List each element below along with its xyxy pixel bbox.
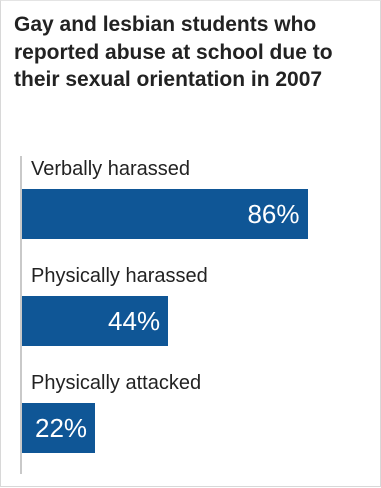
category-label: Physically harassed [31,265,208,287]
chart-title: Gay and lesbian students who reported ab… [14,13,333,91]
category-label: Verbally harassed [31,158,190,180]
bar: 86% [22,189,308,239]
bar: 44% [22,296,169,346]
bar: 22% [22,403,96,453]
category-label: Physically attacked [31,372,202,394]
category-axis-line [20,156,22,474]
bar-value-label: 86% [247,199,300,229]
bar-value-label: 22% [34,413,88,443]
bar-value-label: 44% [108,306,161,336]
